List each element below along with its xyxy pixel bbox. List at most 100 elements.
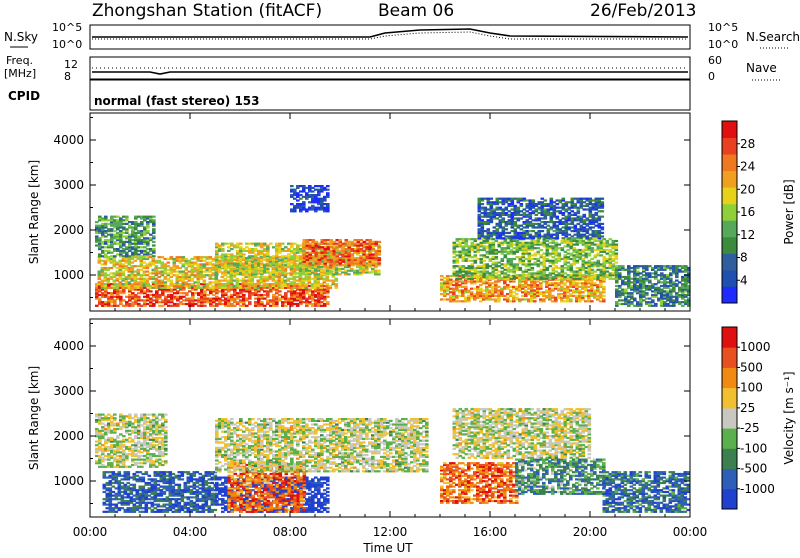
power-cell <box>302 201 306 203</box>
power-cell <box>615 253 619 255</box>
power-cell <box>242 253 246 255</box>
power-cell <box>512 280 516 282</box>
nsky-label: N.Sky <box>4 30 38 44</box>
power-cell <box>326 276 330 278</box>
power-cell <box>505 228 509 230</box>
power-cell <box>239 243 243 245</box>
power-cell <box>215 273 219 275</box>
power-cell <box>481 203 485 205</box>
freq-label: Freq. <box>6 54 33 67</box>
power-cell <box>335 278 339 280</box>
power-cell <box>125 216 129 218</box>
nsearch-tick-top: 10^5 <box>708 21 738 34</box>
nave-tick-bottom: 0 <box>708 70 715 83</box>
power-cell <box>293 271 297 273</box>
power-cell <box>351 253 355 255</box>
power-cell <box>342 264 346 266</box>
power-cell <box>602 295 606 297</box>
power-cell <box>615 262 619 264</box>
power-cell <box>602 298 606 300</box>
power-cell <box>515 293 519 295</box>
power-cell <box>284 273 288 275</box>
cpid-text: normal (fast stereo) 153 <box>94 94 260 108</box>
power-cell <box>533 300 537 302</box>
power-cell <box>242 294 246 296</box>
power-cell <box>326 192 330 194</box>
power-cell <box>474 254 478 256</box>
power-cell <box>347 273 351 275</box>
power-cell <box>585 278 589 280</box>
power-cell <box>104 216 108 218</box>
nave-tick-top: 60 <box>708 54 722 67</box>
power-cell <box>278 290 282 292</box>
nsky-tick-top: 10^5 <box>52 21 82 34</box>
power-cell <box>502 217 506 219</box>
freq-trace <box>92 72 688 74</box>
power-cell <box>556 216 560 218</box>
power-cell <box>541 230 545 232</box>
power-cell <box>544 199 548 201</box>
power-cell <box>615 244 619 246</box>
power-cell <box>260 301 264 303</box>
power-cell <box>487 228 491 230</box>
power-cell <box>152 216 156 218</box>
nsearch-label: N.Search <box>746 30 800 44</box>
power-cell <box>326 189 330 191</box>
power-cell <box>602 286 606 288</box>
power-cell <box>152 235 156 237</box>
freq-tick-bottom: 8 <box>64 70 71 83</box>
power-cell <box>203 305 207 307</box>
power-cell <box>562 198 566 200</box>
power-cell <box>540 249 544 251</box>
freq-unit: [MHz] <box>4 67 36 80</box>
date-label: 26/Feb/2013 <box>590 1 696 21</box>
cpid-label: CPID <box>8 89 40 103</box>
power-cell <box>152 219 156 221</box>
power-cell <box>597 260 601 262</box>
power-cell <box>495 256 499 258</box>
power-cell <box>326 301 330 303</box>
power-cell <box>483 260 487 262</box>
power-cell <box>152 255 156 257</box>
power-cell <box>339 239 343 241</box>
power-cell <box>146 230 150 232</box>
nsky-tick-bottom: 10^0 <box>52 38 82 51</box>
power-cell <box>519 267 523 269</box>
beam-label: Beam 06 <box>378 1 454 21</box>
power-cell <box>137 296 141 298</box>
power-cell <box>569 298 573 300</box>
power-cell <box>152 248 156 250</box>
power-cell <box>248 301 252 303</box>
station-title: Zhongshan Station (fitACF) <box>92 1 322 21</box>
nsky-trace <box>92 29 688 37</box>
power-cell <box>281 243 285 245</box>
nsearch-tick-bottom: 10^0 <box>708 38 738 51</box>
power-cell <box>290 185 294 187</box>
power-cell <box>293 262 297 264</box>
power-cell <box>378 257 382 259</box>
power-cell <box>320 287 324 289</box>
power-cell <box>464 286 468 288</box>
power-cell <box>152 228 156 230</box>
power-cell <box>615 240 619 242</box>
power-cell <box>378 246 382 248</box>
power-cell <box>590 300 594 302</box>
power-cell <box>326 296 330 298</box>
power-cell <box>149 290 153 292</box>
power-data-cells <box>95 185 691 307</box>
power-cell <box>326 185 330 187</box>
power-cell <box>532 199 536 201</box>
power-cell <box>167 262 171 264</box>
nave-label: Nave <box>746 61 777 75</box>
power-cell <box>531 267 535 269</box>
power-cell <box>377 270 381 272</box>
power-cell <box>335 283 339 285</box>
power-cell <box>558 253 562 255</box>
power-cell <box>378 241 382 243</box>
power-cell <box>221 248 225 250</box>
power-cell <box>119 296 123 298</box>
power-cell <box>269 243 273 245</box>
power-cell <box>309 262 313 264</box>
